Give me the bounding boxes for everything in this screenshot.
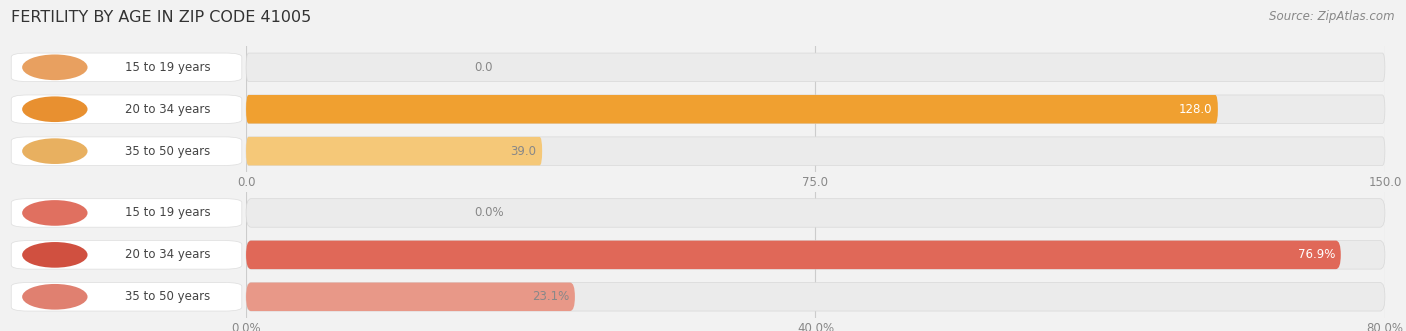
Text: 0.0%: 0.0% xyxy=(474,207,503,219)
FancyBboxPatch shape xyxy=(246,283,1385,311)
FancyBboxPatch shape xyxy=(246,53,1385,81)
FancyBboxPatch shape xyxy=(246,283,575,311)
Text: Source: ZipAtlas.com: Source: ZipAtlas.com xyxy=(1270,10,1395,23)
FancyBboxPatch shape xyxy=(246,95,1385,123)
FancyBboxPatch shape xyxy=(246,199,1385,227)
FancyBboxPatch shape xyxy=(246,137,543,166)
Text: 35 to 50 years: 35 to 50 years xyxy=(125,290,209,303)
Text: 15 to 19 years: 15 to 19 years xyxy=(125,61,211,74)
Text: 76.9%: 76.9% xyxy=(1298,248,1336,261)
Text: 15 to 19 years: 15 to 19 years xyxy=(125,207,211,219)
Text: 128.0: 128.0 xyxy=(1178,103,1212,116)
Text: FERTILITY BY AGE IN ZIP CODE 41005: FERTILITY BY AGE IN ZIP CODE 41005 xyxy=(11,10,312,25)
Text: 35 to 50 years: 35 to 50 years xyxy=(125,145,209,158)
FancyBboxPatch shape xyxy=(246,137,1385,166)
Text: 39.0: 39.0 xyxy=(510,145,537,158)
Text: 0.0: 0.0 xyxy=(474,61,492,74)
Text: 20 to 34 years: 20 to 34 years xyxy=(125,248,209,261)
Text: 20 to 34 years: 20 to 34 years xyxy=(125,103,209,116)
FancyBboxPatch shape xyxy=(246,241,1341,269)
Text: 23.1%: 23.1% xyxy=(531,290,569,303)
FancyBboxPatch shape xyxy=(246,241,1385,269)
FancyBboxPatch shape xyxy=(246,95,1218,123)
